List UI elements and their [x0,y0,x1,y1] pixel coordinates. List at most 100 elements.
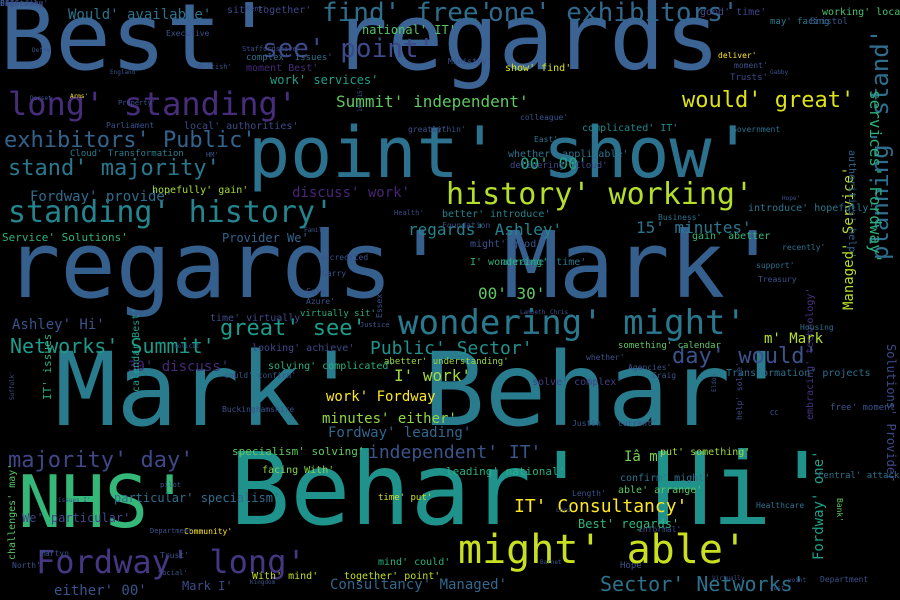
cloud-word: whether' applicable' [508,149,629,160]
cloud-word: Arms' [70,93,89,100]
cloud-word: embracing' technology' [805,287,816,420]
cloud-word: wondering' might' [398,303,746,343]
cloud-word: show' find' [505,63,572,74]
cloud-word: Defra [32,47,51,54]
cloud-word: Kent' [246,5,268,13]
cloud-word: Hope [620,561,642,571]
cloud-word: specialism' solving' [232,445,365,458]
cloud-word: great' see' [220,316,366,341]
cloud-word: Hope' [782,195,801,202]
cloud-word: Family [304,227,326,234]
cloud-word: delivering' Cloud' [510,161,608,171]
cloud-word: Best' regards [0,0,721,91]
cloud-word: complex' issues' [246,53,333,63]
cloud-word: Azure' [306,297,335,306]
cloud-word: greatly' [408,125,447,134]
cloud-word: might' good' [470,239,543,250]
cloud-word: Summit' independent' [336,92,529,111]
cloud-word: Fordway' leading' [328,425,472,441]
cloud-word: majority' day' [8,448,194,473]
cloud-word: something' calendar [618,341,721,351]
cloud-word: Staffordshire' [242,45,302,53]
cloud-word: issues I' [58,497,91,504]
cloud-word: Gen [0,0,15,8]
cloud-word: solving' complicated' [268,361,395,372]
cloud-word: East' [534,135,559,144]
cloud-word: Trusts' [730,73,768,83]
cloud-word: Fordway' provide' [30,189,174,205]
cloud-word: Foundation [442,221,491,230]
cloud-word: Gabby [770,69,789,76]
cloud-word: better' introduce' [442,209,551,220]
cloud-word: Garry [322,269,347,278]
cloud-word: history' working' [446,177,754,212]
cloud-word: solve' complex' [532,377,623,388]
cloud-word: help' solve' [735,362,744,420]
cloud-word: Buckinghamshire [222,405,295,414]
cloud-word: Fordway' long' [36,543,306,581]
cloud-word: Department [820,575,869,584]
cloud-word: With' mind' [252,571,319,582]
cloud-word: Mark' Behar' [55,331,792,450]
cloud-word: BEIS [0,0,20,8]
cloud-word: able' arrange' [618,485,703,496]
cloud-word: Martyn [40,549,69,558]
cloud-word: Sanctuary [0,0,44,8]
cloud-word: time' put' [378,493,433,503]
cloud-word: Barnet [540,559,562,566]
cloud-word: Kingdom [250,579,276,586]
cloud-word: abetter' understanding' [384,357,509,367]
cloud-word: looking' achieve' [252,343,355,354]
cloud-word: facing With' [262,465,335,476]
cloud-word: exhibitors' Public' [4,128,256,153]
cloud-word: Networks' Summit' [10,334,215,358]
cloud-word: minutes' either' [322,411,457,427]
cloud-word: IT' issues [41,333,54,400]
cloud-word: 10' 15' [357,86,364,112]
cloud-word: challenges' may' [7,463,18,560]
cloud-word: Eldon [711,373,718,392]
cloud-word: 00' 00' [520,154,588,173]
cloud-word: Executive [166,29,210,38]
cloud-word: Justice [360,321,390,329]
cloud-word: Public' Sector' [370,338,533,359]
cloud-word: arrange' time' [502,257,587,268]
cloud-word: could' confirm' [224,371,297,380]
cloud-word: Cara [306,287,326,296]
cloud-word: particular' specialism' [114,491,281,505]
cloud-word: Fordway' one' [811,450,827,560]
cloud-word: standing' history' [8,195,334,230]
cloud-word: complicated' IT' [582,123,679,134]
cloud-word: North' [12,561,41,570]
cloud-word: recently' [782,243,826,252]
cloud-word: within' [432,125,466,134]
cloud-word: Sector' Networks' [600,572,805,596]
cloud-word: sit' together' [227,5,312,16]
cloud-word: moment Best' [246,63,319,74]
cloud-word: NHS' [18,460,192,544]
cloud-word: calendar Best' [131,307,142,392]
cloud-word: would' great' [682,88,855,113]
cloud-word: Health' [394,209,424,217]
cloud-word: hopefully' gain' [152,185,249,196]
cloud-word: pilot [160,481,182,489]
cloud-word: Lord [556,507,571,514]
cloud-word: Transformation' projects [726,368,871,379]
cloud-word: put' something' [660,447,751,458]
cloud-word: Justin [572,419,601,428]
cloud-word: find' free' [322,0,495,28]
cloud-word: Housing [800,323,834,332]
cloud-word: Ministry' [448,57,492,66]
cloud-word: local' authorities' [184,121,299,132]
cloud-word: regards' Ashley' [408,220,563,239]
cloud-word: m' Mark [764,331,824,347]
cloud-word: Service' Solutions' [2,231,128,244]
cloud-word: Mark I' [182,579,233,593]
cloud-word: Length' [572,489,606,498]
cloud-word: virtually sit' [300,309,376,319]
cloud-word: Government [732,125,781,134]
cloud-word: together' point' [344,571,441,582]
cloud-word: long' standing' [8,85,297,123]
cloud-word: Craig [652,371,677,380]
